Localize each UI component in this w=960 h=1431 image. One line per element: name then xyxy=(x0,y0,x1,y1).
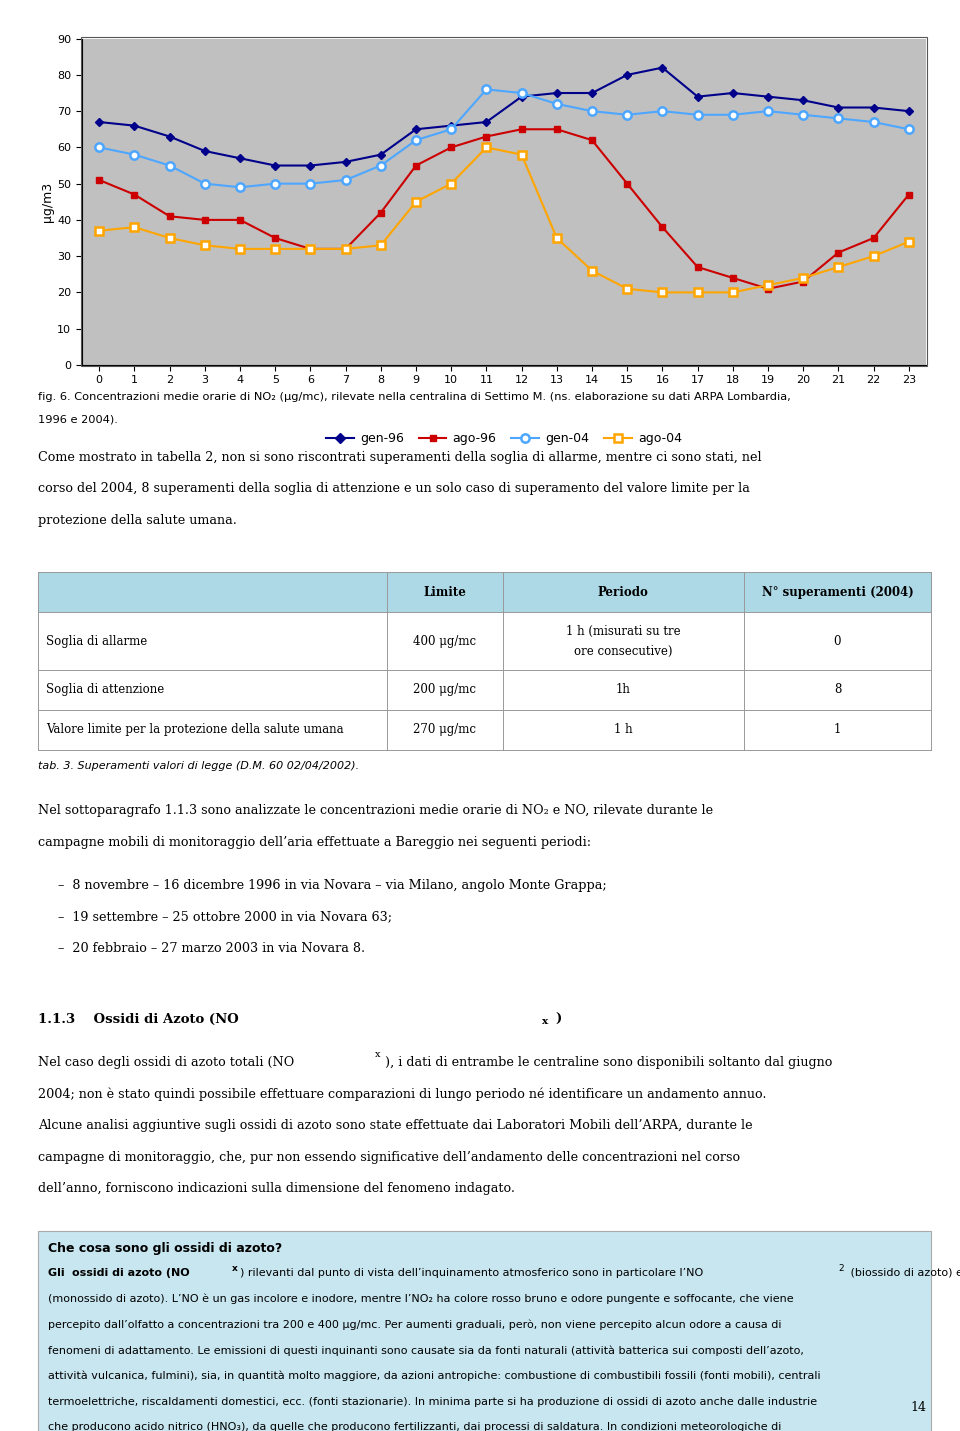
Text: che producono acido nitrico (HNO₃), da quelle che producono fertilizzanti, dai p: che producono acido nitrico (HNO₃), da q… xyxy=(48,1422,781,1431)
Text: 200 μg/mc: 200 μg/mc xyxy=(413,683,476,697)
Text: 1h: 1h xyxy=(615,683,631,697)
Bar xyxy=(38,612,931,670)
Text: Soglia di attenzione: Soglia di attenzione xyxy=(46,683,164,697)
Text: x: x xyxy=(231,1264,237,1272)
Text: corso del 2004, 8 superamenti della soglia di attenzione e un solo caso di super: corso del 2004, 8 superamenti della sogl… xyxy=(38,482,751,495)
Bar xyxy=(38,710,931,750)
Text: termoelettriche, riscaldamenti domestici, ecc. (fonti stazionarie). In minima pa: termoelettriche, riscaldamenti domestici… xyxy=(48,1397,817,1407)
Text: ore consecutive): ore consecutive) xyxy=(574,644,672,658)
Bar xyxy=(81,37,927,366)
Bar xyxy=(38,1231,931,1431)
Text: percepito dall’olfatto a concentrazioni tra 200 e 400 μg/mc. Per aumenti gradual: percepito dall’olfatto a concentrazioni … xyxy=(48,1319,781,1329)
Text: 0: 0 xyxy=(833,634,841,648)
Text: 400 μg/mc: 400 μg/mc xyxy=(413,634,476,648)
Text: (biossido di azoto) e l’NO: (biossido di azoto) e l’NO xyxy=(847,1268,960,1278)
Text: protezione della salute umana.: protezione della salute umana. xyxy=(38,514,237,527)
Text: x: x xyxy=(542,1017,548,1026)
Text: –  20 febbraio – 27 marzo 2003 in via Novara 8.: – 20 febbraio – 27 marzo 2003 in via Nov… xyxy=(58,942,365,954)
Text: Come mostrato in tabella 2, non si sono riscontrati superamenti della soglia di : Come mostrato in tabella 2, non si sono … xyxy=(38,451,762,464)
Text: 1: 1 xyxy=(834,723,841,737)
Text: –  8 novembre – 16 dicembre 1996 in via Novara – via Milano, angolo Monte Grappa: – 8 novembre – 16 dicembre 1996 in via N… xyxy=(58,879,606,892)
Text: 2004; non è stato quindi possibile effettuare comparazioni di lungo periodo né i: 2004; non è stato quindi possibile effet… xyxy=(38,1088,767,1100)
Text: Che cosa sono gli ossidi di azoto?: Che cosa sono gli ossidi di azoto? xyxy=(48,1242,282,1255)
Bar xyxy=(38,670,931,710)
Text: dell’anno, forniscono indicazioni sulla dimensione del fenomeno indagato.: dell’anno, forniscono indicazioni sulla … xyxy=(38,1182,516,1195)
Text: Soglia di allarme: Soglia di allarme xyxy=(46,634,147,648)
Text: Gli: Gli xyxy=(48,1268,68,1278)
Text: Valore limite per la protezione della salute umana: Valore limite per la protezione della sa… xyxy=(46,723,344,737)
Legend: gen-96, ago-96, gen-04, ago-04: gen-96, ago-96, gen-04, ago-04 xyxy=(322,426,686,449)
Text: x: x xyxy=(375,1050,381,1059)
Y-axis label: μg/m3: μg/m3 xyxy=(41,182,55,222)
Text: attività vulcanica, fulmini), sia, in quantità molto maggiore, da azioni antropi: attività vulcanica, fulmini), sia, in qu… xyxy=(48,1371,821,1381)
Text: fenomeni di adattamento. Le emissioni di questi inquinanti sono causate sia da f: fenomeni di adattamento. Le emissioni di… xyxy=(48,1345,804,1355)
Text: 270 μg/mc: 270 μg/mc xyxy=(413,723,476,737)
Text: 8: 8 xyxy=(834,683,841,697)
Text: ): ) xyxy=(555,1013,562,1026)
Text: –  19 settembre – 25 ottobre 2000 in via Novara 63;: – 19 settembre – 25 ottobre 2000 in via … xyxy=(58,910,392,923)
Text: Nel sottoparagrafo 1.1.3 sono analizzate le concentrazioni medie orarie di NO₂ e: Nel sottoparagrafo 1.1.3 sono analizzate… xyxy=(38,804,713,817)
Text: 1 h: 1 h xyxy=(613,723,633,737)
Text: campagne mobili di monitoraggio dell’aria effettuate a Bareggio nei seguenti per: campagne mobili di monitoraggio dell’ari… xyxy=(38,836,591,849)
Text: Limite: Limite xyxy=(423,585,466,600)
Text: 14: 14 xyxy=(910,1401,926,1414)
Text: Periodo: Periodo xyxy=(598,585,649,600)
Text: 2: 2 xyxy=(838,1264,844,1272)
Text: 1.1.3    Ossidi di Azoto (NO: 1.1.3 Ossidi di Azoto (NO xyxy=(38,1013,239,1026)
Text: 1996 e 2004).: 1996 e 2004). xyxy=(38,415,118,425)
Text: ) rilevanti dal punto di vista dell’inquinamento atmosferico sono in particolare: ) rilevanti dal punto di vista dell’inqu… xyxy=(240,1268,704,1278)
Text: tab. 3. Superamenti valori di legge (D.M. 60 02/04/2002).: tab. 3. Superamenti valori di legge (D.M… xyxy=(38,761,360,771)
Text: 1 h (misurati su tre: 1 h (misurati su tre xyxy=(565,624,681,638)
Text: campagne di monitoraggio, che, pur non essendo significative dell’andamento dell: campagne di monitoraggio, che, pur non e… xyxy=(38,1151,740,1163)
Text: fig. 6. Concentrazioni medie orarie di NO₂ (μg/mc), rilevate nella centralina di: fig. 6. Concentrazioni medie orarie di N… xyxy=(38,392,791,402)
Text: (monossido di azoto). L’NO è un gas incolore e inodore, mentre l’NO₂ ha colore r: (monossido di azoto). L’NO è un gas inco… xyxy=(48,1294,794,1304)
Text: N° superamenti (2004): N° superamenti (2004) xyxy=(761,585,913,600)
Text: Nel caso degli ossidi di azoto totali (NO: Nel caso degli ossidi di azoto totali (N… xyxy=(38,1056,295,1069)
Text: ossidi di azoto (NO: ossidi di azoto (NO xyxy=(72,1268,190,1278)
Text: ), i dati di entrambe le centraline sono disponibili soltanto dal giugno: ), i dati di entrambe le centraline sono… xyxy=(385,1056,832,1069)
Bar xyxy=(38,572,931,612)
Text: Alcune analisi aggiuntive sugli ossidi di azoto sono state effettuate dai Labora: Alcune analisi aggiuntive sugli ossidi d… xyxy=(38,1119,753,1132)
